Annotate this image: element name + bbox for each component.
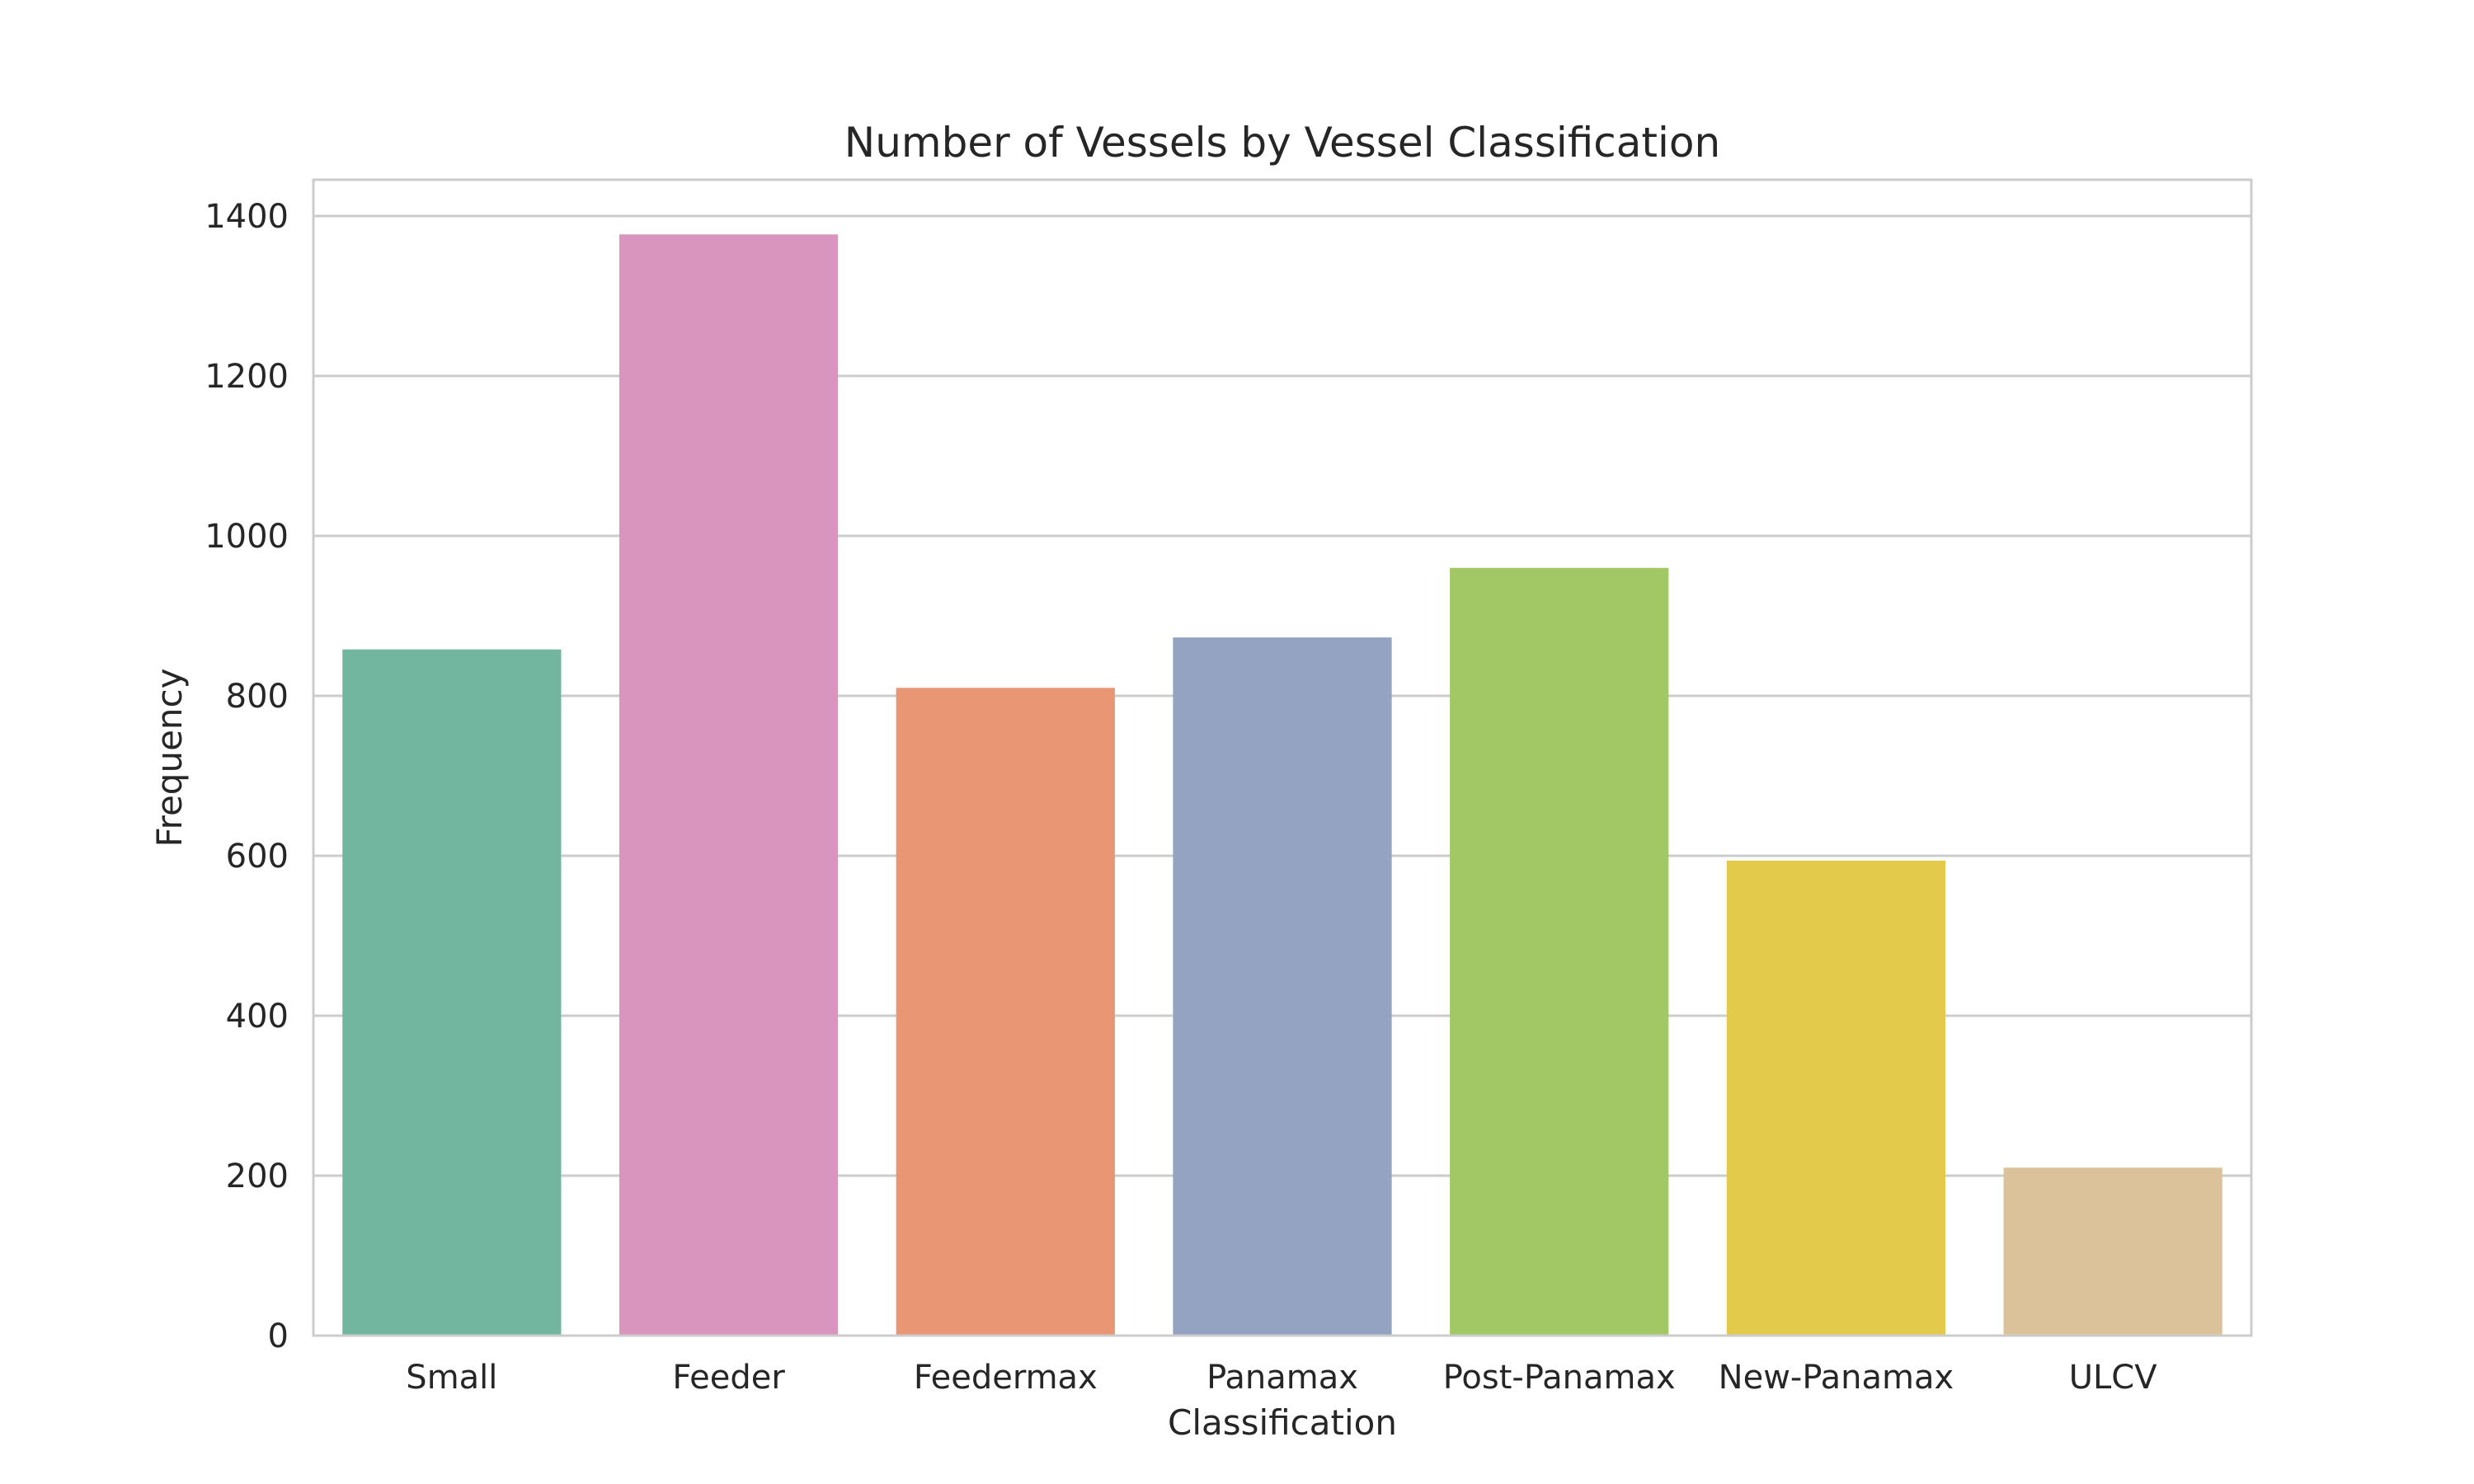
y-tick-label: 1000 bbox=[205, 518, 289, 556]
bar-post-panamax bbox=[1450, 567, 1669, 1336]
y-tick-label: 1400 bbox=[205, 198, 289, 236]
bar-new-panamax bbox=[1726, 860, 1946, 1336]
y-tick-label: 200 bbox=[226, 1158, 289, 1195]
y-tick-label: 400 bbox=[226, 998, 289, 1036]
y-axis-label: Frequency bbox=[149, 669, 190, 848]
y-tick-label: 0 bbox=[268, 1317, 289, 1355]
y-tick-label: 800 bbox=[226, 678, 289, 716]
x-tick-label: Panamax bbox=[1206, 1359, 1358, 1397]
x-tick-label: Feedermax bbox=[914, 1359, 1098, 1397]
x-tick-label: Small bbox=[406, 1359, 497, 1397]
chart-title: Number of Vessels by Vessel Classificati… bbox=[844, 119, 1720, 167]
x-tick-label: Feeder bbox=[672, 1359, 785, 1397]
x-tick-label: ULCV bbox=[2069, 1359, 2157, 1397]
y-tick-labels: 0 200 400 600 800 1000 1200 1400 bbox=[205, 198, 289, 1355]
bar-ulcv bbox=[2003, 1167, 2222, 1336]
x-tick-label: Post-Panamax bbox=[1443, 1359, 1676, 1397]
x-tick-labels: Small Feeder Feedermax Panamax Post-Panamax N… bbox=[406, 1359, 2157, 1397]
x-axis-label: Classification bbox=[1168, 1402, 1397, 1443]
y-tick-label: 1200 bbox=[205, 358, 289, 396]
bar-small bbox=[342, 649, 562, 1336]
plot-frame bbox=[312, 178, 2253, 1337]
y-tick-label: 600 bbox=[226, 838, 289, 876]
bar-feedermax bbox=[896, 688, 1115, 1336]
x-tick-label: New-Panamax bbox=[1719, 1359, 1954, 1397]
bar-panamax bbox=[1173, 637, 1392, 1336]
bar-layer bbox=[342, 234, 2222, 1336]
bar-feeder bbox=[618, 234, 839, 1336]
